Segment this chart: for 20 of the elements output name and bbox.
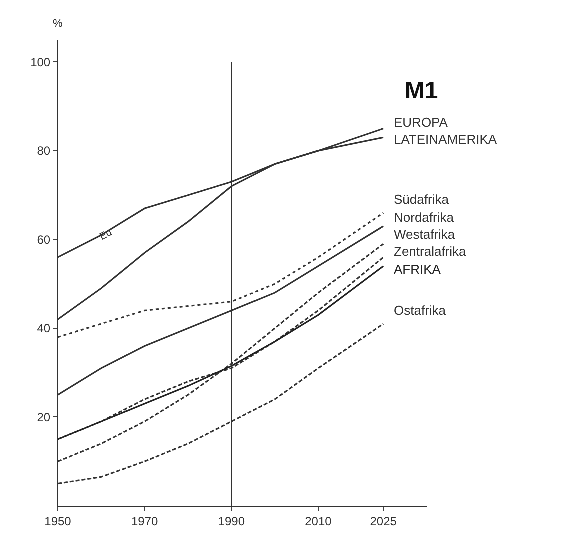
x-tick-label: 1950 [44,514,72,528]
x-tick-label: 2025 [370,514,398,528]
y-tick-label: 100 [30,55,51,70]
series-label: AFRIKA [394,262,442,277]
series-label: EUROPA [394,115,448,130]
series-label: Ostafrika [394,303,447,318]
y-axis-title: % [53,18,63,30]
y-tick-label: 20 [37,410,51,424]
y-tick-label: 60 [37,232,51,247]
series-label: Zentralafrika [394,244,468,259]
y-tick-label: 40 [37,322,51,336]
x-tick-label: 1970 [131,514,158,528]
series-label: Südafrika [394,192,450,207]
series-label: LATEINAMERIKA [394,132,498,147]
series-label: Westafrika [394,227,456,242]
x-tick-label: 1990 [218,514,246,528]
series-label: Nordafrika [394,210,455,225]
x-tick-label: 2010 [305,514,332,528]
text: M1 [404,77,438,104]
y-tick-label: 80 [37,144,51,158]
